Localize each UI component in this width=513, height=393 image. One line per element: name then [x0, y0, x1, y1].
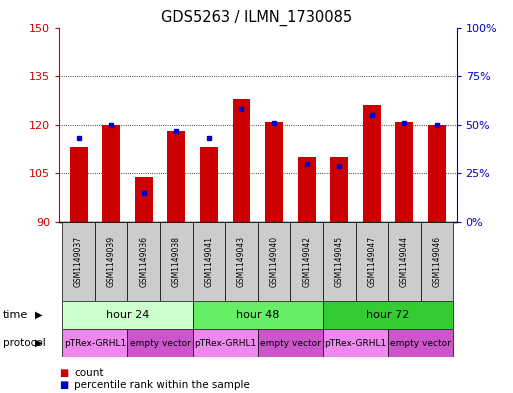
Text: GSM1149036: GSM1149036	[139, 236, 148, 287]
Text: empty vector: empty vector	[390, 339, 451, 347]
Text: pTRex-GRHL1: pTRex-GRHL1	[324, 339, 387, 347]
Bar	[127, 222, 160, 301]
Bar	[258, 329, 323, 357]
Text: protocol: protocol	[3, 338, 45, 348]
Bar	[135, 177, 153, 222]
Bar	[323, 301, 453, 329]
Bar	[323, 222, 356, 301]
Text: pTRex-GRHL1: pTRex-GRHL1	[194, 339, 256, 347]
Bar	[323, 329, 388, 357]
Bar	[192, 301, 323, 329]
Bar	[200, 147, 218, 222]
Text: ■: ■	[59, 368, 68, 378]
Bar	[356, 222, 388, 301]
Text: GSM1149037: GSM1149037	[74, 236, 83, 287]
Text: hour 72: hour 72	[366, 310, 410, 320]
Bar	[62, 222, 95, 301]
Bar	[258, 222, 290, 301]
Text: GSM1149040: GSM1149040	[269, 236, 279, 287]
Bar	[102, 125, 120, 222]
Bar	[62, 301, 192, 329]
Text: GSM1149038: GSM1149038	[172, 236, 181, 287]
Text: empty vector: empty vector	[260, 339, 321, 347]
Bar	[363, 105, 381, 222]
Bar	[298, 157, 315, 222]
Text: hour 24: hour 24	[106, 310, 149, 320]
Text: GSM1149046: GSM1149046	[432, 236, 442, 287]
Bar	[290, 222, 323, 301]
Text: percentile rank within the sample: percentile rank within the sample	[74, 380, 250, 390]
Bar	[388, 329, 453, 357]
Text: GSM1149045: GSM1149045	[335, 236, 344, 287]
Text: hour 48: hour 48	[236, 310, 280, 320]
Bar	[95, 222, 127, 301]
Text: ▶: ▶	[35, 310, 43, 320]
Text: ▶: ▶	[35, 338, 43, 348]
Bar	[127, 329, 192, 357]
Text: empty vector: empty vector	[130, 339, 190, 347]
Bar	[192, 222, 225, 301]
Text: GDS5263 / ILMN_1730085: GDS5263 / ILMN_1730085	[161, 10, 352, 26]
Text: ■: ■	[59, 380, 68, 390]
Text: GSM1149044: GSM1149044	[400, 236, 409, 287]
Bar	[330, 157, 348, 222]
Text: GSM1149041: GSM1149041	[204, 236, 213, 287]
Text: time: time	[3, 310, 28, 320]
Bar	[265, 121, 283, 222]
Bar	[428, 125, 446, 222]
Text: GSM1149039: GSM1149039	[107, 236, 115, 287]
Bar	[225, 222, 258, 301]
Text: GSM1149047: GSM1149047	[367, 236, 377, 287]
Bar	[232, 99, 250, 222]
Bar	[388, 222, 421, 301]
Bar	[62, 329, 127, 357]
Bar	[70, 147, 88, 222]
Text: GSM1149043: GSM1149043	[237, 236, 246, 287]
Bar	[167, 131, 185, 222]
Text: GSM1149042: GSM1149042	[302, 236, 311, 287]
Bar	[396, 121, 413, 222]
Bar	[160, 222, 192, 301]
Text: pTRex-GRHL1: pTRex-GRHL1	[64, 339, 126, 347]
Bar	[192, 329, 258, 357]
Text: count: count	[74, 368, 104, 378]
Bar	[421, 222, 453, 301]
